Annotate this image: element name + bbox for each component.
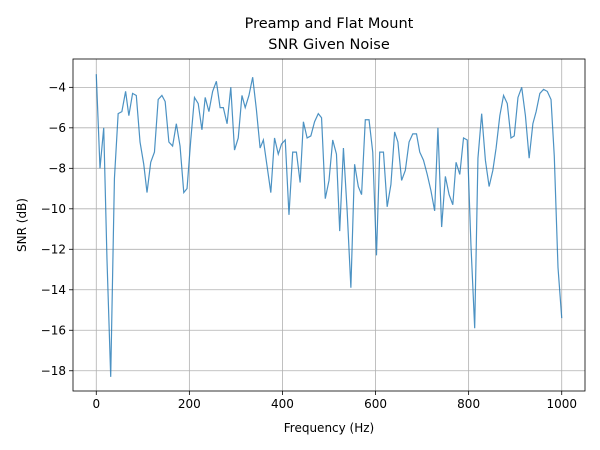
x-tick-label: 400 <box>271 397 294 411</box>
plot-frame <box>72 58 586 392</box>
x-axis-label: Frequency (Hz) <box>284 421 375 435</box>
y-tick-label: −4 <box>48 80 66 94</box>
x-tick-label: 800 <box>457 397 480 411</box>
x-tick-label: 1000 <box>546 397 577 411</box>
y-tick-label: −6 <box>48 121 66 135</box>
y-tick-label: −10 <box>41 202 66 216</box>
y-tick-label: −18 <box>41 364 66 378</box>
x-tick-label: 200 <box>178 397 201 411</box>
x-tick-label: 600 <box>364 397 387 411</box>
y-tick-label: −8 <box>48 161 66 175</box>
chart-title: Preamp and Flat Mount <box>245 16 414 32</box>
y-tick-label: −12 <box>41 242 66 256</box>
data-line <box>95 74 563 377</box>
x-tick-label: 0 <box>92 397 100 411</box>
y-tick-label: −16 <box>41 323 66 337</box>
y-tick-label: −14 <box>41 283 66 297</box>
y-axis-label: SNR (dB) <box>15 198 29 252</box>
chart-subtitle: SNR Given Noise <box>268 37 390 53</box>
